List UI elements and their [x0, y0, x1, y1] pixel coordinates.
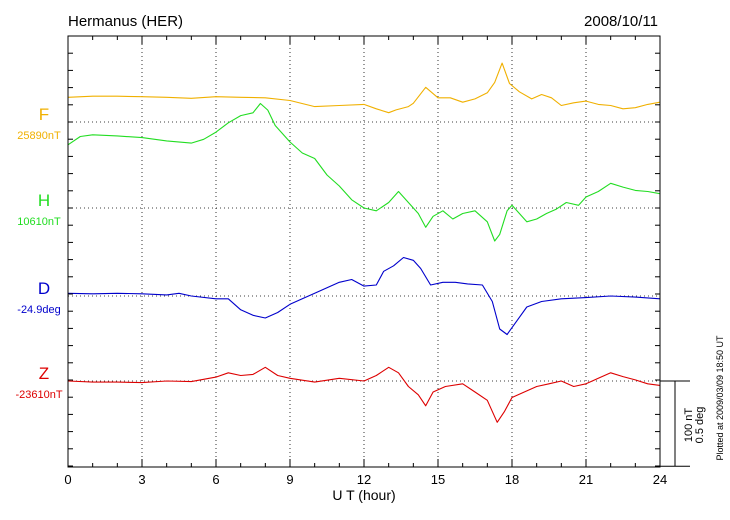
x-tick-label: 6 [212, 472, 219, 487]
chart-title: Hermanus (HER) [68, 13, 183, 30]
axis-ticks [67, 35, 661, 467]
series-baseline-Z: -23610nT [15, 389, 62, 401]
series-lines [67, 62, 661, 423]
series-name-D: D [38, 279, 50, 298]
series-name-Z: Z [39, 364, 49, 383]
x-tick-labels: 0 3 6 9 12 15 18 21 24 [64, 472, 667, 487]
scale-bar: 100 nT 0.5 deg [660, 380, 706, 467]
series-baseline-D: -24.9deg [17, 304, 60, 316]
series-line-H [67, 102, 661, 242]
series-line-D [67, 256, 661, 336]
series-name-H: H [38, 191, 50, 210]
plot-footer: Plotted at 2009/03/09 18:50 UT [715, 335, 725, 461]
x-tick-label: 24 [653, 472, 667, 487]
series-baseline-F: 25890nT [17, 130, 61, 142]
gridlines [141, 36, 587, 467]
chart-date: 2008/10/11 [584, 13, 658, 30]
x-tick-label: 0 [64, 472, 71, 487]
series-labels: F 25890nT H 10610nT D -24.9deg Z -23610nT [15, 105, 62, 401]
x-tick-label: 21 [579, 472, 593, 487]
series-baseline-H: 10610nT [17, 216, 61, 228]
x-tick-label: 12 [357, 472, 371, 487]
series-line-Z [67, 366, 661, 423]
scale-deg-label: 0.5 deg [694, 407, 706, 444]
x-axis-label: U T (hour) [332, 487, 395, 503]
x-tick-label: 15 [431, 472, 445, 487]
x-tick-label: 3 [138, 472, 145, 487]
series-name-F: F [39, 105, 49, 124]
x-tick-label: 9 [286, 472, 293, 487]
x-tick-label: 18 [505, 472, 519, 487]
series-line-F [67, 62, 661, 114]
scale-nt-label: 100 nT [683, 408, 695, 443]
